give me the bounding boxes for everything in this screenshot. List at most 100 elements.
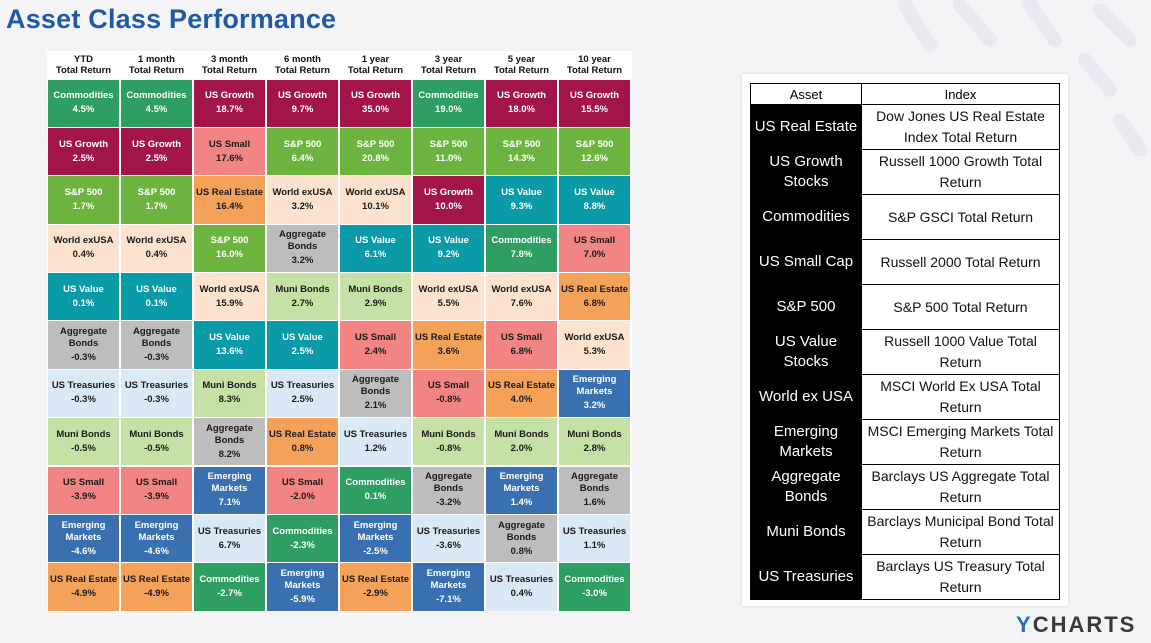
asset-name: US Growth bbox=[423, 186, 474, 198]
asset-name: US Value bbox=[282, 332, 323, 344]
legend-asset: US Treasuries bbox=[750, 554, 862, 600]
column-header-period: 3 month bbox=[211, 54, 248, 65]
return-value: -0.3% bbox=[71, 352, 96, 364]
return-value: 19.0% bbox=[435, 104, 462, 116]
legend-asset: Emerging Markets bbox=[750, 419, 862, 465]
performance-cell: S&P 500 1.7% bbox=[47, 176, 120, 224]
asset-name: US Treasuries bbox=[343, 428, 408, 440]
return-value: 16.4% bbox=[216, 200, 243, 212]
legend-index: MSCI Emerging Markets Total Return bbox=[861, 419, 1060, 465]
return-value: -0.3% bbox=[144, 352, 169, 364]
column-header: 5 year Total Return bbox=[485, 51, 558, 79]
performance-cell: Commodities 4.5% bbox=[47, 79, 120, 127]
asset-name: Muni Bonds bbox=[56, 428, 111, 440]
performance-cell: US Small -3.9% bbox=[120, 466, 193, 514]
asset-name: US Real Estate bbox=[122, 573, 191, 585]
ycharts-logo-mark: Y bbox=[1016, 612, 1033, 637]
legend-asset: US Real Estate bbox=[750, 104, 862, 150]
performance-cell: S&P 500 11.0% bbox=[412, 127, 485, 176]
asset-name: US Value bbox=[136, 283, 177, 295]
return-value: -2.7% bbox=[217, 587, 242, 599]
return-value: 4.5% bbox=[145, 104, 168, 116]
return-value: -2.3% bbox=[290, 539, 315, 551]
asset-name: US Value bbox=[574, 186, 615, 198]
asset-name: US Growth bbox=[350, 90, 401, 102]
asset-name: US Small bbox=[281, 477, 324, 489]
asset-name: Commodities bbox=[491, 235, 552, 247]
return-value: 2.8% bbox=[583, 442, 606, 454]
column-header-period: 5 year bbox=[507, 54, 536, 65]
performance-cell: World exUSA 7.6% bbox=[485, 273, 558, 321]
performance-cell: Muni Bonds 8.3% bbox=[193, 369, 266, 418]
performance-cell: Muni Bonds -0.8% bbox=[412, 418, 485, 466]
asset-name: Commodities bbox=[53, 90, 114, 102]
return-value: 2.5% bbox=[291, 394, 314, 406]
asset-name: Muni Bonds bbox=[348, 283, 403, 295]
asset-name: Emerging Markets bbox=[353, 519, 398, 543]
return-value: 9.3% bbox=[510, 200, 533, 212]
return-value: 6.1% bbox=[364, 249, 387, 261]
asset-name: US Treasuries bbox=[270, 380, 335, 392]
asset-name: World exUSA bbox=[345, 186, 406, 198]
asset-name: World exUSA bbox=[564, 332, 625, 344]
return-value: -5.9% bbox=[290, 593, 315, 605]
performance-cell: US Real Estate -4.9% bbox=[120, 563, 193, 611]
legend-index: Russell 1000 Growth Total Return bbox=[861, 149, 1060, 195]
return-value: -7.1% bbox=[436, 593, 461, 605]
return-value: -3.0% bbox=[582, 587, 607, 599]
performance-cell: US Real Estate 16.4% bbox=[193, 176, 266, 224]
asset-name: Commodities bbox=[272, 525, 333, 537]
asset-name: World exUSA bbox=[418, 283, 479, 295]
return-value: 1.6% bbox=[583, 497, 606, 509]
asset-name: US Real Estate bbox=[560, 283, 629, 295]
column-header: 3 month Total Return bbox=[193, 51, 266, 79]
return-value: 9.7% bbox=[291, 104, 314, 116]
asset-name: US Treasuries bbox=[197, 525, 262, 537]
index-legend-table: Asset Index US Real Estate Dow Jones US R… bbox=[750, 83, 1060, 600]
asset-name: Emerging Markets bbox=[426, 567, 471, 591]
performance-cell: Commodities 19.0% bbox=[412, 79, 485, 127]
column-header-period: YTD bbox=[74, 54, 93, 65]
legend-row: US Treasuries Barclays US Treasury Total … bbox=[750, 554, 1060, 600]
return-value: 0.1% bbox=[364, 491, 387, 503]
performance-cell: US Growth 18.7% bbox=[193, 79, 266, 127]
asset-name: Aggregate Bonds bbox=[206, 422, 253, 446]
return-value: 18.7% bbox=[216, 104, 243, 116]
asset-name: US Small bbox=[62, 477, 105, 489]
column-header-period: 1 year bbox=[361, 54, 390, 65]
return-value: 5.5% bbox=[437, 297, 460, 309]
column-header: 6 month Total Return bbox=[266, 51, 339, 79]
column-header: YTD Total Return bbox=[47, 51, 120, 79]
return-value: 18.0% bbox=[508, 104, 535, 116]
performance-cell: S&P 500 6.4% bbox=[266, 127, 339, 176]
asset-name: US Value bbox=[209, 332, 250, 344]
return-value: 17.6% bbox=[216, 152, 243, 164]
performance-cell: US Growth 9.7% bbox=[266, 79, 339, 127]
legend-index: S&P 500 Total Return bbox=[861, 284, 1060, 330]
return-value: 11.0% bbox=[435, 152, 462, 164]
performance-cell: Aggregate Bonds -0.3% bbox=[120, 321, 193, 369]
return-value: -4.6% bbox=[144, 545, 169, 557]
legend-row: US Small Cap Russell 2000 Total Return bbox=[750, 239, 1060, 285]
performance-cell: Emerging Markets -4.6% bbox=[47, 514, 120, 563]
performance-cell: S&P 500 1.7% bbox=[120, 176, 193, 224]
legend-header-row: Asset Index bbox=[750, 83, 1060, 105]
asset-name: Aggregate Bonds bbox=[133, 326, 180, 350]
performance-cell: Aggregate Bonds 0.8% bbox=[485, 514, 558, 563]
asset-name: Muni Bonds bbox=[202, 380, 257, 392]
performance-cell: US Growth 15.5% bbox=[558, 79, 631, 127]
return-value: 6.4% bbox=[291, 152, 314, 164]
performance-cell: US Growth 2.5% bbox=[120, 127, 193, 176]
return-value: 2.0% bbox=[510, 442, 533, 454]
asset-name: US Small bbox=[500, 332, 543, 344]
legend-index: S&P GSCI Total Return bbox=[861, 194, 1060, 240]
return-value: 0.4% bbox=[145, 249, 168, 261]
return-value: 3.2% bbox=[291, 255, 314, 267]
return-value: 7.8% bbox=[510, 249, 533, 261]
return-value: 7.0% bbox=[583, 249, 606, 261]
return-value: 1.7% bbox=[72, 200, 95, 212]
legend-asset: US Small Cap bbox=[750, 239, 862, 285]
asset-name: S&P 500 bbox=[356, 138, 395, 150]
performance-cell: Muni Bonds -0.5% bbox=[47, 418, 120, 466]
return-value: 2.1% bbox=[364, 400, 387, 412]
